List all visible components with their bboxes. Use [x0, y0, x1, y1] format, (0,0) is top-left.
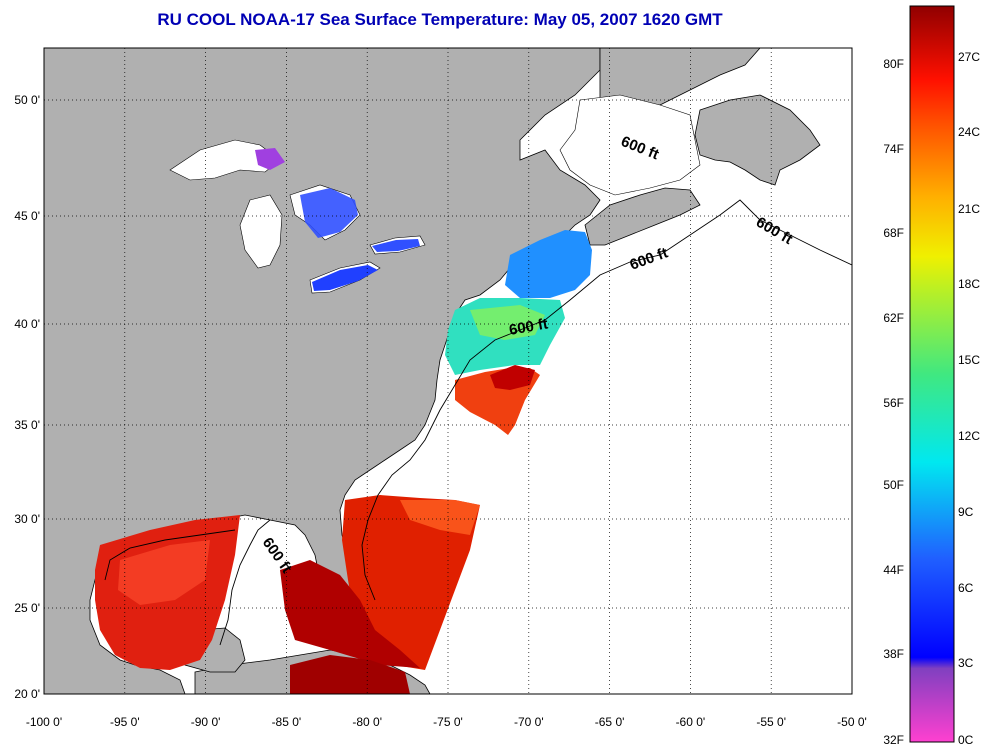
colorbar-celsius-label: 21C [958, 202, 980, 216]
contour-label: 600 ft [508, 315, 550, 339]
grid [44, 48, 852, 694]
colorbar-fahrenheit-label: 50F [883, 478, 904, 492]
lon-tick-label: -75 0' [433, 715, 463, 729]
colorbar-celsius-label: 0C [958, 733, 974, 747]
colorbar [909, 5, 955, 743]
colorbar-fahrenheit-label: 80F [883, 57, 904, 71]
colorbar-fahrenheit-label: 38F [883, 647, 904, 661]
sst-lake-erie [312, 265, 378, 291]
colorbar-fahrenheit-label: 44F [883, 563, 904, 577]
sst-mid-atlantic-green [470, 305, 545, 340]
map-frame [43, 47, 853, 695]
lon-tick-label: -95 0' [110, 715, 140, 729]
lat-tick-label: 45 0' [14, 209, 40, 223]
colorbar-celsius-label: 18C [958, 277, 980, 291]
colorbar-celsius-label: 24C [958, 125, 980, 139]
lon-tick-label: -80 0' [352, 715, 382, 729]
colorbar-celsius-label: 15C [958, 353, 980, 367]
lat-tick-label: 40 0' [14, 317, 40, 331]
colorbar-celsius-label: 12C [958, 429, 980, 443]
lat-tick-label: 35 0' [14, 418, 40, 432]
colorbar-fahrenheit-label: 62F [883, 311, 904, 325]
lat-tick-label: 50 0' [14, 93, 40, 107]
contour-600ft-gulf [104, 529, 236, 581]
lat-tick-label: 25 0' [14, 601, 40, 615]
sst-southeast-atlantic [342, 495, 480, 670]
lon-tick-label: -100 0' [26, 715, 62, 729]
gulf-st-lawrence [559, 94, 701, 196]
colorbar-fahrenheit-label: 32F [883, 733, 904, 747]
colorbar-celsius-label: 9C [958, 505, 974, 519]
land-newfoundland [694, 94, 821, 186]
lake-michigan [239, 194, 283, 269]
lat-tick-label: 30 0' [14, 512, 40, 526]
sst-gulf-of-mexico-warm [118, 540, 210, 605]
lon-tick-label: -65 0' [595, 715, 625, 729]
colorbar-fahrenheit-label: 68F [883, 226, 904, 240]
sst-lake-superior-east [255, 148, 285, 170]
land-nova-scotia [584, 187, 701, 246]
lon-tick-label: -60 0' [676, 715, 706, 729]
lon-tick-label: -50 0' [837, 715, 867, 729]
colorbar-celsius-label: 27C [958, 50, 980, 64]
lon-tick-label: -70 0' [514, 715, 544, 729]
map-title: RU COOL NOAA-17 Sea Surface Temperature:… [157, 10, 723, 29]
colorbar-fahrenheit-label: 74F [883, 142, 904, 156]
lon-tick-label: -85 0' [272, 715, 302, 729]
colorbar-celsius-label: 6C [958, 581, 974, 595]
lon-tick-label: -55 0' [756, 715, 786, 729]
sst-lake-ontario [372, 239, 420, 252]
sst-southeast-warm [400, 500, 480, 535]
lat-tick-label: 20 0' [14, 687, 40, 701]
colorbar-fahrenheit-label: 56F [883, 396, 904, 410]
sst-great-lakes [300, 188, 358, 238]
contour-600ft [219, 199, 852, 646]
sst-florida-straits [280, 560, 420, 668]
sst-gulf-of-maine [505, 230, 592, 298]
sst-caribbean [290, 655, 410, 694]
sst-gulf-stream-core [490, 365, 535, 390]
lon-tick-label: -90 0' [191, 715, 221, 729]
colorbar-celsius-label: 3C [958, 656, 974, 670]
